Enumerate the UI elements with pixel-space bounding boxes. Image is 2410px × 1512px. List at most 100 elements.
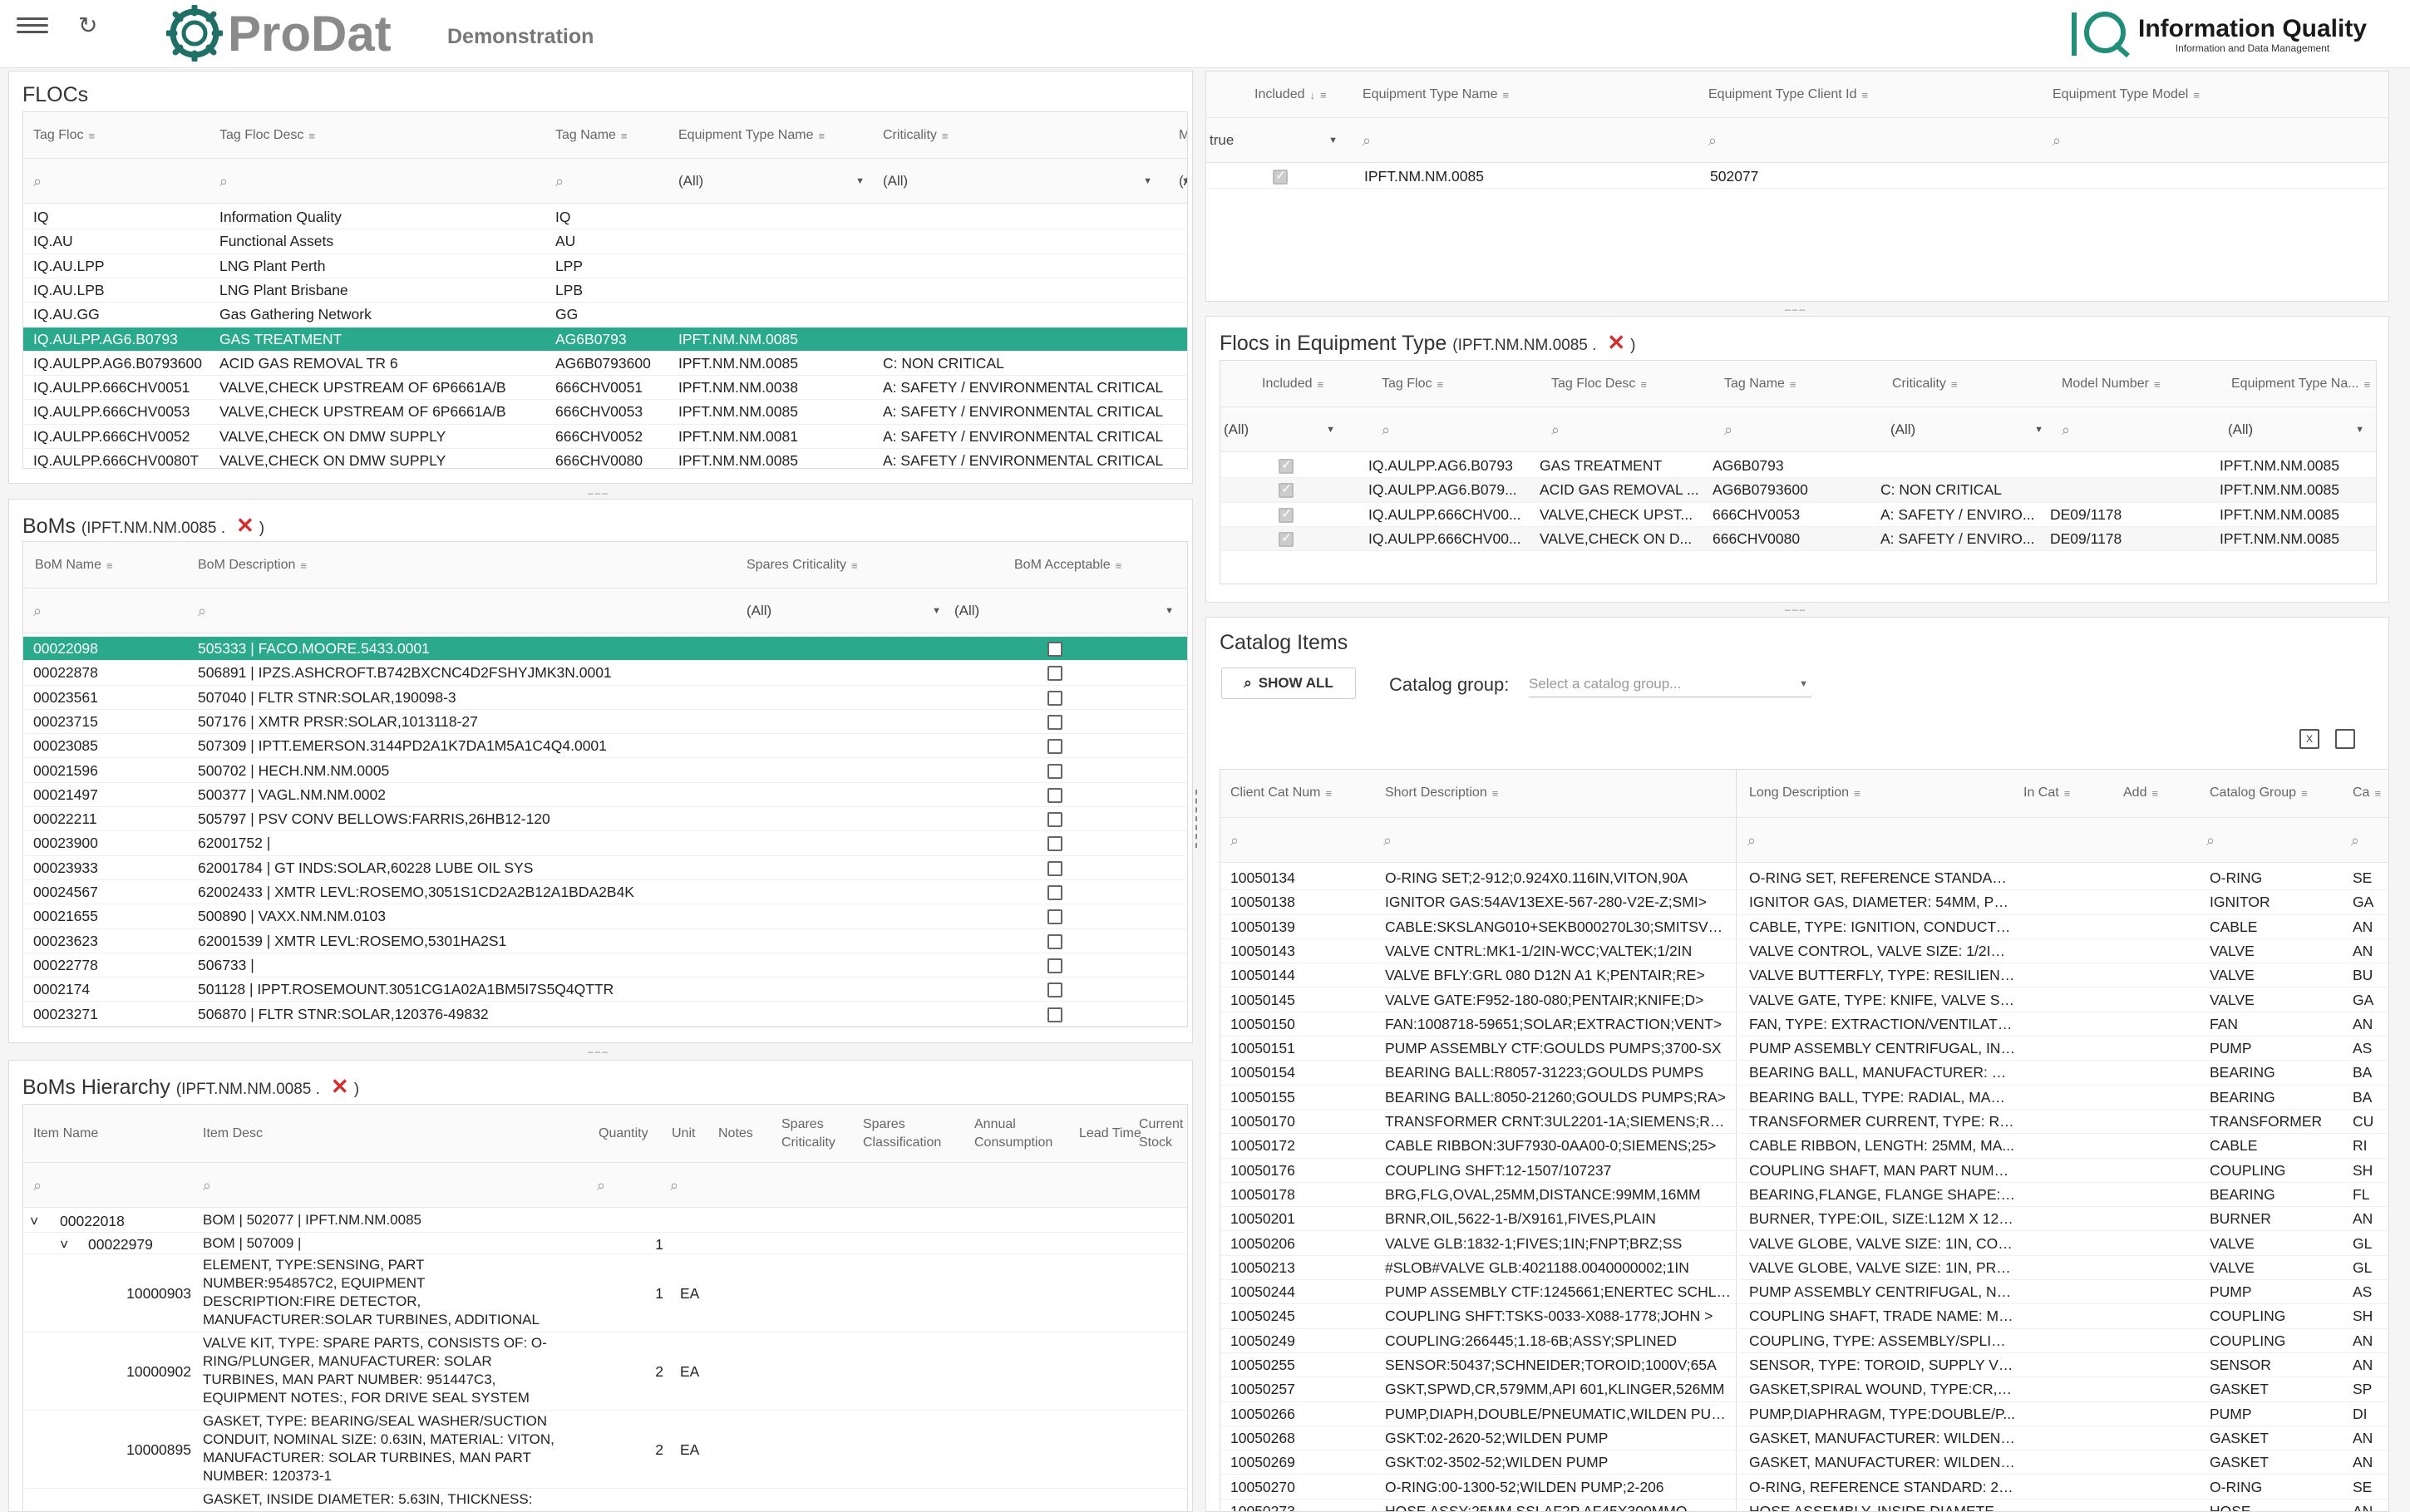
column-header[interactable]: Equipment Type Client Id ≡ xyxy=(1708,71,1868,118)
filter-search[interactable]: ⌕ xyxy=(2351,825,2384,856)
table-row[interactable]: 00023900 62001752 | xyxy=(23,831,1187,856)
table-row[interactable]: 10050201 BRNR,OIL,5622-1-B/X9161,FIVES,PL… xyxy=(1220,1207,2388,1232)
column-chooser-icon[interactable] xyxy=(2335,729,2355,749)
filter-search[interactable]: ⌕ xyxy=(1724,414,1874,446)
filter-icon[interactable]: ≡ xyxy=(1789,377,1796,391)
tree-row[interactable]: 10000902 VALVE KIT, TYPE: SPARE PARTS, CO… xyxy=(23,1332,1187,1411)
table-row[interactable]: 0002174 501128 | IPPT.ROSEMOUNT.3051CG1A0… xyxy=(23,978,1187,1002)
table-row[interactable]: IPFT.NM.NM.0085 502077 xyxy=(1206,165,2388,190)
filter-icon[interactable]: ≡ xyxy=(1640,377,1647,391)
filter-icon[interactable]: ≡ xyxy=(88,129,96,142)
tree-row[interactable]: ˅ 00022018 BOM | 502077 | IPFT.NM.NM.0085 xyxy=(23,1209,1187,1233)
column-header[interactable]: Included ↓ ≡ xyxy=(1254,71,1327,118)
column-header[interactable]: Short Description ≡ xyxy=(1385,770,1498,816)
column-header[interactable]: Tag Name ≡ xyxy=(555,112,628,159)
filter-icon[interactable]: ≡ xyxy=(1320,88,1327,101)
table-row[interactable]: 10050270 O-RING:00-1300-52;WILDEN PUMP;2-… xyxy=(1220,1475,2388,1500)
column-header[interactable]: Tag Floc ≡ xyxy=(1382,361,1443,407)
bom-acceptable-checkbox[interactable] xyxy=(1047,836,1062,852)
column-header[interactable]: M≡ xyxy=(1179,112,1187,159)
filter-dropdown[interactable]: (All) ▼ xyxy=(1224,414,1340,446)
table-row[interactable]: IQ.AULPP.AG6.B0793600 ACID GAS REMOVAL TR… xyxy=(23,352,1187,377)
filter-icon[interactable]: ≡ xyxy=(2374,786,2382,800)
column-header[interactable]: Equipment Type Model ≡ xyxy=(2053,71,2200,118)
filter-dropdown[interactable]: (All) ▼ xyxy=(678,165,870,197)
table-row[interactable]: 10050257 GSKT,SPWD,CR,579MM,API 601,KLING… xyxy=(1220,1377,2388,1402)
show-all-button[interactable]: ⌕ SHOW ALL xyxy=(1221,667,1356,699)
filter-dropdown[interactable]: (A▼ xyxy=(1179,165,1187,197)
column-header[interactable]: BoM Name ≡ xyxy=(35,542,113,589)
filter-icon[interactable]: ≡ xyxy=(1317,377,1324,391)
column-header[interactable]: Tag Name ≡ xyxy=(1724,361,1796,407)
table-row[interactable]: 10050155 BEARING BALL:8050-21260;GOULDS P… xyxy=(1220,1086,2388,1110)
filter-icon[interactable]: ≡ xyxy=(1491,786,1499,800)
tree-row[interactable]: GASKET, INSIDE DIAMETER: 5.63IN, THICKNE… xyxy=(23,1489,1187,1511)
table-row[interactable]: 00023271 506870 | FLTR STNR:SOLAR,120376-… xyxy=(23,1002,1187,1027)
table-row[interactable]: 10050249 COUPLING:266445;1.18-6B;ASSY;SPL… xyxy=(1220,1329,2388,1353)
filter-search[interactable]: ⌕ xyxy=(1747,825,2013,856)
filter-icon[interactable]: ≡ xyxy=(1861,88,1869,101)
bom-acceptable-checkbox[interactable] xyxy=(1047,666,1062,682)
chevron-down-icon[interactable]: ˅ xyxy=(60,1236,69,1253)
filter-icon[interactable]: ≡ xyxy=(941,129,949,142)
bom-acceptable-checkbox[interactable] xyxy=(1047,860,1062,876)
column-header[interactable]: Catalog Group ≡ xyxy=(2210,770,2308,816)
column-header[interactable]: Quantity xyxy=(599,1105,648,1163)
column-header[interactable]: Lead Time xyxy=(1079,1105,1149,1163)
table-row[interactable]: 10050139 CABLE:SKSLANG010+SEKB000270L30;S… xyxy=(1220,915,2388,939)
bom-acceptable-checkbox[interactable] xyxy=(1047,739,1062,755)
filter-icon[interactable]: ≡ xyxy=(1325,786,1333,800)
table-row[interactable]: 10050145 VALVE GATE:F952-180-080;PENTAIR;… xyxy=(1220,988,2388,1012)
column-header[interactable]: Client Cat Num ≡ xyxy=(1230,770,1332,816)
table-row[interactable]: 00021655 500890 | VAXX.NM.NM.0103 xyxy=(23,904,1187,929)
filter-search[interactable]: ⌕ xyxy=(33,165,200,197)
table-row[interactable]: 00022878 506891 | IPZS.ASHCROFT.B742BXCNC… xyxy=(23,661,1187,686)
bom-acceptable-checkbox[interactable] xyxy=(1047,642,1062,657)
table-row[interactable]: 10050154 BEARING BALL:R8057-31223;GOULDS … xyxy=(1220,1061,2388,1086)
column-header[interactable]: Spares Classification xyxy=(863,1105,941,1163)
table-row[interactable]: 10050176 COUPLING SHFT:12-1507/107237 COUP… xyxy=(1220,1159,2388,1183)
table-row[interactable]: 00023623 62001539 | XMTR LEVL:ROSEMO,5301… xyxy=(23,929,1187,953)
table-row[interactable]: IQ.AU.LPB LNG Plant Brisbane LPB xyxy=(23,278,1187,303)
filter-search[interactable]: ⌕ xyxy=(219,165,544,197)
export-excel-icon[interactable]: X xyxy=(2299,729,2319,749)
filter-search[interactable]: ⌕ xyxy=(2062,414,2220,446)
tree-row[interactable]: ˅ 00022979 BOM | 507009 | 1 xyxy=(23,1233,1187,1254)
filter-dropdown[interactable]: (All) ▼ xyxy=(883,165,1157,197)
filter-search[interactable]: ⌕ xyxy=(1230,825,1372,856)
table-row[interactable]: IQ.AULPP.AG6.B0793 GAS TREATMENT AG6B0793 I… xyxy=(1220,454,2376,479)
table-row[interactable]: 10050245 COUPLING SHFT:TSKS-0033-X088-177… xyxy=(1220,1304,2388,1329)
included-checkbox[interactable] xyxy=(1279,529,1294,547)
filter-dropdown[interactable]: (All) ▼ xyxy=(1890,414,2048,446)
filter-icon[interactable]: ≡ xyxy=(2301,786,2308,800)
bom-acceptable-checkbox[interactable] xyxy=(1047,983,1062,998)
filter-search[interactable]: ⌕ xyxy=(555,165,672,197)
filter-search[interactable]: ⌕ xyxy=(33,595,333,627)
filter-icon[interactable]: ≡ xyxy=(2363,377,2371,391)
column-header[interactable]: Equipment Type Name ≡ xyxy=(1363,71,1509,118)
bom-acceptable-checkbox[interactable] xyxy=(1047,690,1062,706)
filter-search[interactable]: ⌕ xyxy=(670,1170,720,1201)
table-row[interactable]: IQ.AU.LPP LNG Plant Perth LPP xyxy=(23,254,1187,278)
table-row[interactable]: IQ.AULPP.666CHV0052 VALVE,CHECK ON DMW SU… xyxy=(23,425,1187,449)
filter-search[interactable]: ⌕ xyxy=(2053,125,2385,156)
filter-icon[interactable]: ≡ xyxy=(308,129,315,142)
filter-dropdown[interactable]: true ▼ xyxy=(1210,125,1343,156)
catalog-group-select[interactable]: Select a catalog group... ▼ xyxy=(1529,672,1811,697)
column-header[interactable]: Ca ≡ xyxy=(2353,770,2381,816)
table-row[interactable]: 10050172 CABLE RIBBON:3UF7930-0AA00-0;SIE… xyxy=(1220,1134,2388,1159)
table-row[interactable]: IQ.AU Functional Assets AU xyxy=(23,229,1187,254)
vertical-splitter-handle[interactable] xyxy=(1195,790,1200,848)
filter-icon[interactable]: ≡ xyxy=(1437,377,1444,391)
bom-acceptable-checkbox[interactable] xyxy=(1047,787,1062,803)
table-row[interactable]: 00024567 62002433 | XMTR LEVL:ROSEMO,3051… xyxy=(23,880,1187,905)
table-row[interactable]: 10050213 #SLOB#VALVE GLB:4021188.00400000… xyxy=(1220,1256,2388,1281)
bom-acceptable-checkbox[interactable] xyxy=(1047,909,1062,925)
column-header[interactable]: Tag Floc ≡ xyxy=(33,112,95,159)
filter-icon[interactable]: ≡ xyxy=(2063,786,2071,800)
column-header[interactable]: Item Desc xyxy=(203,1105,263,1163)
menu-icon[interactable] xyxy=(17,13,48,38)
bom-acceptable-checkbox[interactable] xyxy=(1047,763,1062,779)
column-header[interactable]: BoM Description ≡ xyxy=(198,542,307,589)
tree-row[interactable]: 10000903 ELEMENT, TYPE:SENSING, PART NUMB… xyxy=(23,1254,1187,1332)
